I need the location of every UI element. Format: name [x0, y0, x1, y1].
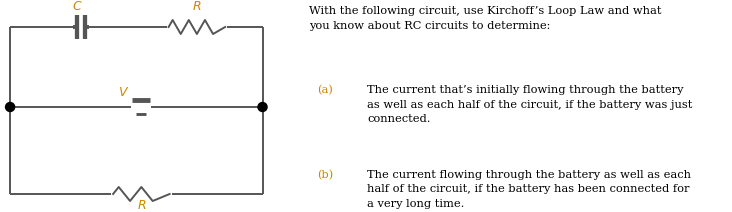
Text: The current flowing through the battery as well as each
half of the circuit, if : The current flowing through the battery … — [367, 170, 691, 209]
Circle shape — [6, 102, 15, 112]
Text: $R$: $R$ — [137, 199, 146, 212]
Text: With the following circuit, use Kirchoff’s Loop Law and what
you know about RC c: With the following circuit, use Kirchoff… — [309, 6, 661, 31]
Text: (a): (a) — [318, 85, 333, 95]
Text: $C$: $C$ — [72, 0, 83, 13]
Text: $V$: $V$ — [118, 86, 129, 99]
Text: $R$: $R$ — [192, 0, 201, 13]
Circle shape — [258, 102, 267, 112]
Text: (b): (b) — [318, 170, 334, 180]
Text: The current that’s initially flowing through the battery
as well as each half of: The current that’s initially flowing thr… — [367, 85, 692, 124]
